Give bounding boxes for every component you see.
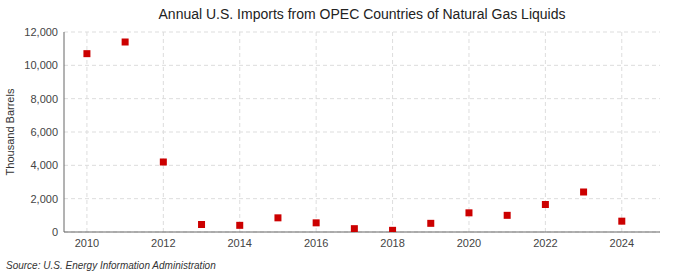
x-tick-label: 2012 [151,237,175,249]
source-note: Source: U.S. Energy Information Administ… [6,260,216,271]
y-grid-line [64,165,660,166]
y-tick-label: 4,000 [30,159,58,171]
x-grid-line [392,32,393,232]
grid [64,32,660,232]
plot-area [64,32,660,232]
point [274,214,281,221]
y-tick-label: 8,000 [30,93,58,105]
x-tick-label: 2016 [304,237,328,249]
y-tick-label: 12,000 [24,26,58,38]
point [504,212,511,219]
point [351,225,358,232]
point [427,220,434,227]
x-grid-line [239,32,240,232]
x-tick-label: 2020 [457,237,481,249]
x-tick-label: 2018 [380,237,404,249]
x-tick-label: 2010 [75,237,99,249]
y-grid-line [64,132,660,133]
x-grid-line [86,32,87,232]
point [580,189,587,196]
point [83,50,90,57]
x-tick-label: 2014 [228,237,252,249]
y-axis-label: Thousand Barrels [4,88,16,175]
point [389,227,396,232]
y-tick-label: 10,000 [24,59,58,71]
y-tick-label: 2,000 [30,193,58,205]
x-grid-line [163,32,164,232]
y-grid-line [64,198,660,199]
y-axis-line [64,32,65,232]
x-grid-line [316,32,317,232]
x-tick-label: 2022 [533,237,557,249]
y-grid-line [64,232,660,233]
point [198,221,205,228]
x-grid-line [621,32,622,232]
point [236,222,243,229]
point [313,219,320,226]
y-grid-line [64,98,660,99]
point [122,39,129,46]
y-tick-label: 0 [52,226,58,238]
point [465,209,472,216]
x-tick-label: 2024 [610,237,634,249]
point [160,159,167,166]
chart: Annual U.S. Imports from OPEC Countries … [0,0,675,275]
y-grid-line [64,32,660,33]
point [542,201,549,208]
points [83,39,625,233]
y-tick-label: 6,000 [30,126,58,138]
x-axis-line [64,232,660,233]
y-grid-line [64,65,660,66]
point [618,218,625,225]
x-grid-line [468,32,469,232]
title: Annual U.S. Imports from OPEC Countries … [159,6,566,22]
